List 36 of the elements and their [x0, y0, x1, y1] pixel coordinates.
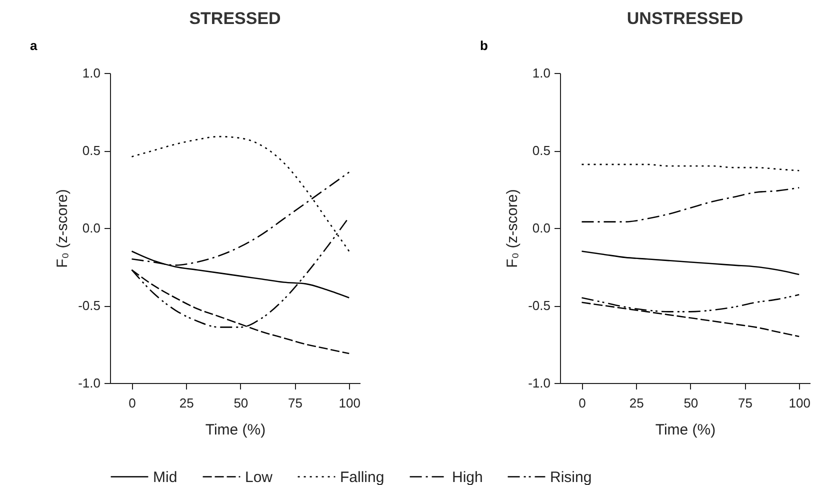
- legend-label: Rising: [550, 468, 592, 485]
- chart-title: UNSTRESSED: [626, 9, 744, 28]
- x-tick-label: 50: [684, 396, 698, 410]
- legend-label: Falling: [340, 468, 384, 485]
- x-tick-label: 0: [578, 396, 586, 410]
- x-tick-label: 100: [788, 396, 810, 410]
- y-tick-label: 0.0: [82, 220, 100, 236]
- y-tick-label: -1.0: [528, 376, 550, 390]
- line-series: [581, 164, 800, 172]
- x-axis-title: Time (%): [655, 422, 716, 438]
- y-tick-label: 0.5: [82, 143, 100, 158]
- text: a: [30, 38, 38, 53]
- x-tick-label: 25: [629, 396, 644, 410]
- x-axis-title: Time (%): [205, 422, 266, 438]
- y-tick-label: 0.0: [532, 220, 550, 236]
- x-tick-label: 75: [288, 396, 303, 410]
- legend-label: High: [452, 468, 483, 485]
- chart-title: STRESSED: [189, 9, 281, 28]
- y-tick-label: 1.0: [82, 66, 100, 80]
- y-tick-label: 0.5: [532, 143, 550, 158]
- text: b: [480, 38, 488, 53]
- x-tick-label: 25: [179, 396, 194, 410]
- line-series: [581, 187, 800, 222]
- y-axis-title: F₀ (z-score): [504, 189, 522, 268]
- y-tick-label: 1.0: [532, 66, 550, 80]
- y-tick-label: -1.0: [78, 376, 100, 390]
- y-tick-label: -0.5: [78, 298, 100, 313]
- x-tick-label: 75: [738, 396, 753, 410]
- x-tick-label: 100: [338, 396, 360, 410]
- y-tick-label: -0.5: [528, 298, 550, 313]
- y-axis-title: F₀ (z-score): [54, 189, 72, 268]
- legend-label: Low: [245, 468, 273, 485]
- x-tick-label: 0: [128, 396, 136, 410]
- line-series: [581, 250, 800, 276]
- legend-label: Mid: [153, 468, 178, 485]
- x-tick-label: 50: [234, 396, 248, 410]
